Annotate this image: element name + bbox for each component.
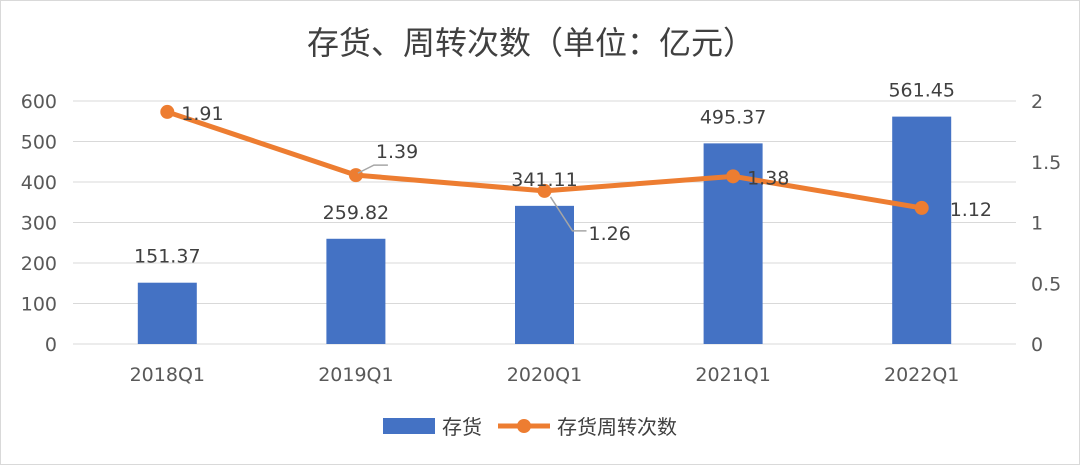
y-right-tick-label: 0: [1031, 334, 1043, 356]
y-right-tick-label: 2: [1031, 91, 1043, 113]
line-point: [726, 169, 741, 184]
line-data-label: 1.91: [181, 103, 223, 125]
bar-data-label: 561.45: [888, 80, 954, 102]
y-left-tick-label: 600: [21, 91, 57, 113]
line-data-label: 1.39: [376, 141, 418, 163]
y-left-tick-label: 200: [21, 253, 57, 275]
x-tick-label: 2019Q1: [318, 364, 393, 386]
legend-label: 存货周转次数: [557, 415, 677, 439]
bar-data-label: 151.37: [134, 246, 200, 268]
y-left-tick-label: 400: [21, 172, 57, 194]
legend-swatch-marker: [517, 419, 531, 433]
line-data-label: 1.26: [589, 223, 631, 245]
bar-data-label: 341.11: [511, 169, 577, 191]
label-leader-line: [549, 196, 587, 232]
legend: 存货 存货周转次数: [383, 415, 677, 439]
legend-label: 存货: [442, 415, 482, 439]
bar-data-label: 495.37: [700, 106, 766, 128]
y-right-tick-label: 0.5: [1031, 273, 1061, 295]
line-point: [160, 104, 175, 119]
bar: [326, 238, 386, 344]
y-right-tick-label: 1.5: [1031, 152, 1061, 174]
bar-series: [137, 116, 952, 344]
line-data-label: 1.38: [747, 167, 789, 189]
bar-data-label: 259.82: [323, 202, 389, 224]
x-tick-label: 2018Q1: [130, 364, 205, 386]
y-left-tick-label: 500: [21, 132, 57, 154]
label-leader-line: [357, 164, 388, 174]
y-left-tick-label: 300: [21, 213, 57, 235]
bar: [515, 205, 574, 344]
x-tick-label: 2021Q1: [695, 364, 770, 386]
y-left-tick-label: 100: [21, 294, 57, 316]
line-data-label: 1.12: [950, 199, 992, 221]
line-point: [348, 168, 363, 183]
x-tick-label: 2022Q1: [884, 364, 959, 386]
axis-labels: 0 100 200 300 400 500 600 0 0.5 1 1.5 2 2018Q1 2019Q1…: [21, 91, 1061, 386]
y-right-tick-label: 1: [1031, 213, 1043, 235]
bar: [137, 282, 197, 344]
line-series: [160, 104, 929, 215]
line-point: [914, 200, 929, 215]
x-tick-label: 2020Q1: [507, 364, 582, 386]
line-point: [537, 183, 552, 198]
chart-title: 存货、周转次数（单位：亿元）: [307, 24, 755, 62]
legend-swatch-bar: [383, 418, 435, 434]
bar: [892, 116, 952, 344]
data-labels: 151.37 259.82 341.11 495.37 561.45 1.91 1.39 1.…: [134, 80, 992, 268]
y-left-tick-label: 0: [45, 334, 57, 356]
